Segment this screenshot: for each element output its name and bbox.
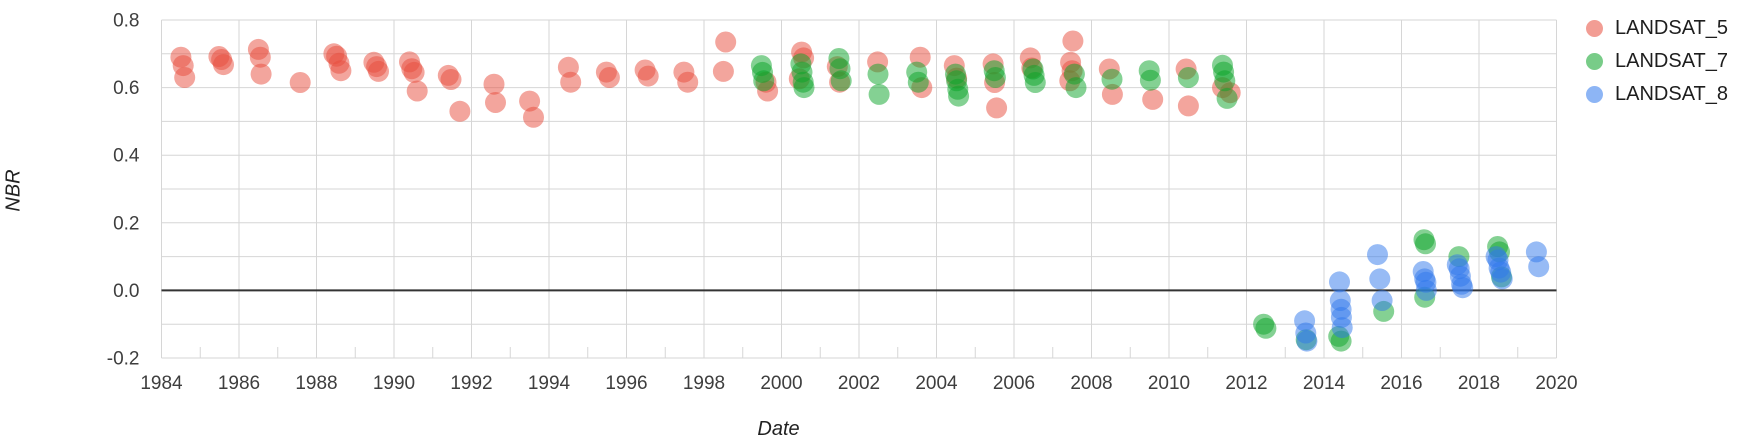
- data-point: [1452, 277, 1474, 299]
- data-point: [1369, 268, 1391, 290]
- data-point: [793, 77, 815, 99]
- data-point: [1216, 87, 1238, 109]
- y-tick-label: 0.4: [113, 146, 140, 167]
- data-point: [1101, 68, 1123, 90]
- x-tick-label: 2006: [993, 373, 1035, 394]
- legend: LANDSAT_5 LANDSAT_7 LANDSAT_8: [1586, 16, 1728, 106]
- data-point: [868, 83, 890, 105]
- x-tick-label: 1994: [528, 373, 571, 394]
- x-tick-label: 1996: [605, 373, 647, 394]
- data-point: [449, 100, 471, 122]
- data-point: [1214, 70, 1236, 92]
- data-point: [1065, 77, 1087, 99]
- data-point: [1101, 83, 1123, 105]
- data-point: [984, 67, 1006, 88]
- data-point: [753, 70, 775, 92]
- x-tick-label: 2014: [1303, 373, 1346, 394]
- data-point: [948, 85, 970, 107]
- data-point: [1415, 279, 1437, 301]
- data-point: [174, 67, 196, 88]
- data-point: [1062, 30, 1084, 52]
- legend-label: LANDSAT_7: [1615, 49, 1729, 72]
- data-point: [1491, 268, 1513, 290]
- data-point: [867, 63, 889, 85]
- data-point: [677, 71, 699, 93]
- data-point: [213, 54, 234, 76]
- x-tick-label: 2012: [1225, 373, 1267, 394]
- data-point: [250, 63, 272, 85]
- x-tick-label: 2020: [1535, 373, 1577, 394]
- data-point: [907, 71, 929, 93]
- y-tick-label: 0.8: [113, 11, 139, 32]
- x-tick-label: 1990: [373, 373, 415, 394]
- data-point: [1331, 317, 1353, 339]
- x-tick-label: 2002: [838, 373, 880, 394]
- y-tick-label: 0.2: [113, 213, 139, 234]
- y-tick-label: -0.2: [107, 349, 140, 370]
- x-tick-label: 1988: [295, 373, 337, 394]
- landsat-7-marker-icon: [1586, 52, 1603, 70]
- data-point: [715, 31, 737, 53]
- data-point: [560, 71, 582, 93]
- x-tick-label: 1992: [450, 373, 492, 394]
- legend-item-landsat-8[interactable]: LANDSAT_8: [1586, 82, 1728, 106]
- data-point: [1177, 67, 1199, 88]
- data-point: [1142, 88, 1164, 110]
- data-point: [1528, 256, 1550, 278]
- data-point: [712, 60, 734, 82]
- data-point: [1296, 330, 1318, 352]
- data-point: [637, 65, 659, 87]
- data-point: [523, 106, 544, 128]
- series-landsat_7: [750, 48, 1512, 352]
- data-point: [1329, 271, 1350, 293]
- data-point: [1371, 290, 1393, 311]
- x-tick-label: 2004: [915, 373, 958, 394]
- data-point: [1367, 244, 1388, 266]
- data-point: [289, 72, 311, 93]
- data-point: [1024, 72, 1046, 93]
- x-tick-label: 2016: [1380, 373, 1422, 394]
- y-tick-label: 0.6: [113, 78, 139, 99]
- data-point: [830, 70, 852, 92]
- x-tick-label: 1986: [218, 373, 260, 394]
- data-point: [249, 46, 271, 68]
- landsat-5-marker-icon: [1586, 19, 1603, 37]
- data-point: [406, 80, 428, 102]
- data-point: [1177, 95, 1199, 117]
- x-tick-label: 2008: [1070, 373, 1112, 394]
- y-axis-title: NBR: [2, 169, 25, 212]
- data-point: [403, 61, 425, 83]
- series-landsat_8: [1294, 241, 1550, 352]
- x-tick-label: 2010: [1148, 373, 1190, 394]
- landsat-8-marker-icon: [1586, 85, 1603, 103]
- data-point: [440, 69, 462, 90]
- data-point: [1415, 233, 1436, 255]
- x-tick-label: 2000: [760, 373, 802, 394]
- y-tick-label: 0.0: [113, 281, 139, 302]
- data-point: [598, 67, 620, 88]
- x-tick-label: 2018: [1458, 373, 1500, 394]
- data-point: [1255, 317, 1277, 339]
- data-point: [485, 92, 506, 113]
- legend-label: LANDSAT_5: [1615, 16, 1729, 39]
- data-point: [368, 60, 389, 82]
- data-point: [483, 73, 505, 95]
- data-point: [986, 97, 1008, 119]
- data-point: [1139, 69, 1161, 91]
- x-axis-title: Date: [757, 418, 800, 440]
- legend-item-landsat-7[interactable]: LANDSAT_7: [1586, 49, 1728, 73]
- legend-item-landsat-5[interactable]: LANDSAT_5: [1586, 16, 1728, 40]
- x-tick-label: 1984: [140, 373, 183, 394]
- x-tick-label: 1998: [683, 373, 725, 394]
- data-point: [519, 90, 541, 112]
- legend-label: LANDSAT_8: [1615, 82, 1729, 105]
- data-point: [330, 60, 352, 82]
